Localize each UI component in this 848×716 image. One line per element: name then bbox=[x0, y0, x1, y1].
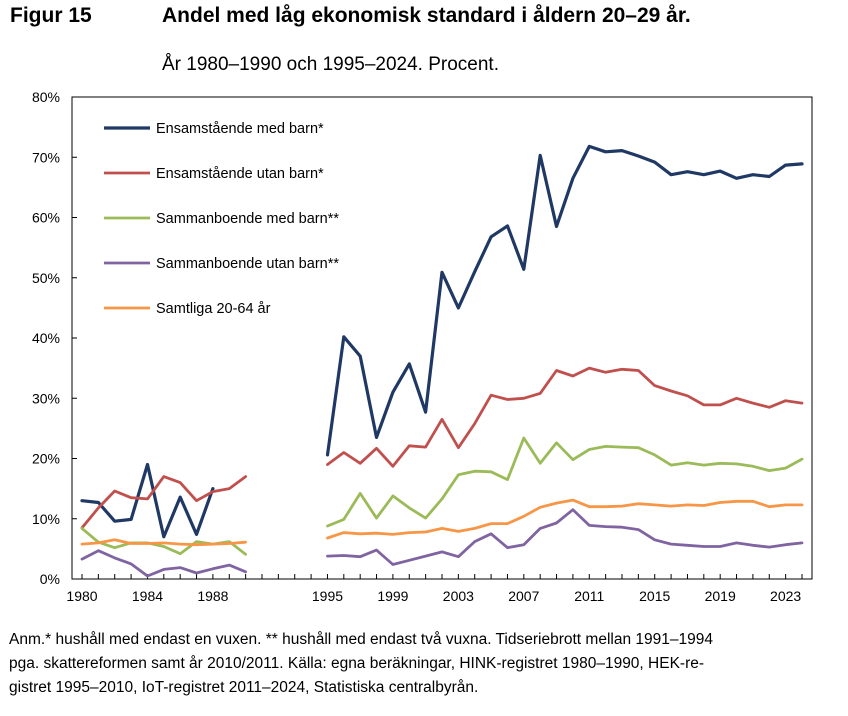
y-tick-label: 40% bbox=[32, 330, 60, 346]
series-line-2 bbox=[326, 366, 804, 468]
y-tick-label: 70% bbox=[32, 149, 60, 165]
series-line-1 bbox=[325, 144, 804, 457]
legend-label-3: Sammanboende med barn** bbox=[156, 211, 339, 227]
x-tick-label: 1984 bbox=[132, 588, 163, 604]
series-line-4 bbox=[80, 549, 248, 578]
note-line-1: Anm.* hushåll med endast en vuxen. ** hu… bbox=[9, 631, 713, 648]
y-tick-label: 80% bbox=[32, 89, 60, 105]
y-tick-label: 50% bbox=[32, 270, 60, 286]
legend-label-1: Ensamstående med barn* bbox=[156, 121, 324, 137]
legend-label-5: Samtliga 20-64 år bbox=[156, 301, 271, 317]
x-tick-label: 2023 bbox=[770, 588, 801, 604]
series-line-1 bbox=[80, 462, 215, 539]
x-tick-label: 1995 bbox=[312, 588, 343, 604]
y-tick-label: 30% bbox=[32, 390, 60, 406]
legend-label-2: Ensamstående utan barn* bbox=[156, 166, 324, 182]
note-line-2: pga. skattereformen samt år 2010/2011. K… bbox=[9, 655, 705, 672]
chart-subtitle: År 1980–1990 och 1995–2024. Procent. bbox=[162, 54, 499, 75]
figure-label: Figur 15 bbox=[10, 4, 92, 27]
legend-label-4: Sammanboende utan barn** bbox=[156, 256, 339, 272]
y-tick-label: 20% bbox=[32, 451, 60, 467]
series-line-5 bbox=[326, 498, 804, 540]
y-tick-label: 60% bbox=[32, 210, 60, 226]
series-line-3 bbox=[326, 436, 804, 528]
x-tick-label: 2015 bbox=[639, 588, 670, 604]
x-tick-label: 2007 bbox=[508, 588, 539, 604]
y-tick-label: 0% bbox=[40, 571, 60, 587]
note-line-3: gistret 1995–2010, IoT-registret 2011–20… bbox=[9, 679, 479, 696]
x-tick-label: 2003 bbox=[443, 588, 474, 604]
y-tick-label: 10% bbox=[32, 511, 60, 527]
chart-title: Andel med låg ekonomisk standard i ålder… bbox=[162, 4, 691, 27]
line-chart: 0% 10% 20% 30% 40% 50% 60% 70% 80% 1980 1984 1988 19… bbox=[32, 89, 813, 604]
series-line-2 bbox=[80, 475, 248, 530]
series-line-4 bbox=[326, 508, 804, 566]
chart-note: Anm.* hushåll med endast en vuxen. ** hu… bbox=[9, 628, 845, 700]
x-tick-label: 2011 bbox=[574, 588, 604, 604]
x-tick-label: 2019 bbox=[705, 588, 736, 604]
x-tick-label: 1999 bbox=[377, 588, 408, 604]
x-tick-label: 1980 bbox=[66, 588, 97, 604]
x-tick-label: 1988 bbox=[197, 588, 228, 604]
series-line-5 bbox=[80, 538, 248, 547]
